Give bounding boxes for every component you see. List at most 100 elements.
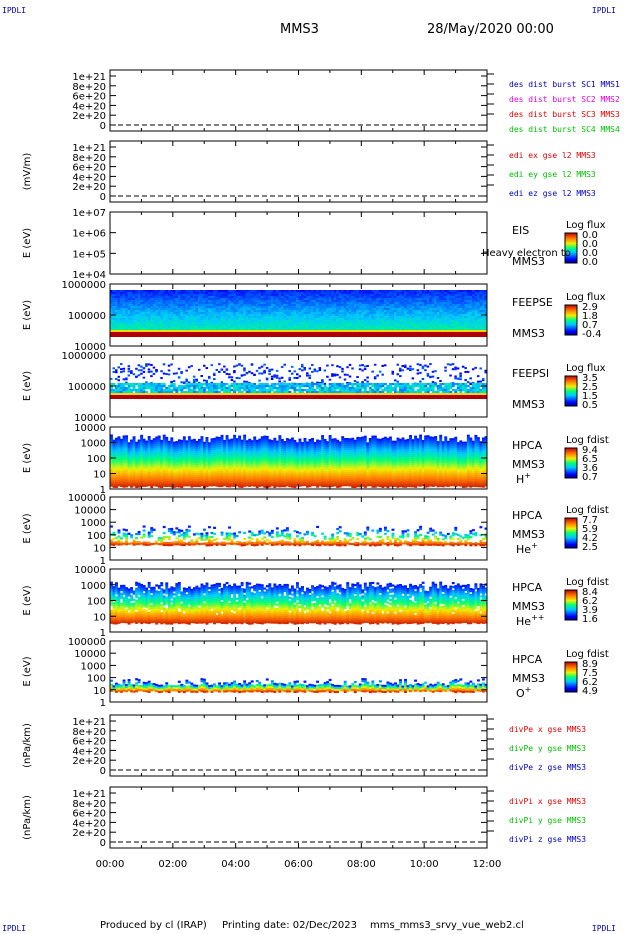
colorbar (564, 589, 578, 621)
y-tick-label: 8e+20 (72, 727, 106, 738)
colorbar (564, 304, 578, 336)
legend-entry: edi ex gse l2 MMS3 (509, 151, 596, 160)
y-tick-label: 6e+20 (72, 809, 106, 820)
colorbar-tick-label: 8.4 (582, 587, 598, 598)
panel-frame (109, 714, 488, 777)
colorbar (564, 517, 578, 549)
heatmap-p6 (110, 434, 488, 489)
y-tick-label: 10000 (74, 413, 106, 424)
x-tick-label: 06:00 (284, 859, 313, 870)
legend-entry: edi ey gse l2 MMS3 (509, 170, 596, 179)
colorbar-title: Log fdist (566, 577, 609, 588)
panel-p5: 1000000 100000 10000 E (eV) FEEPSI MMS3 Log fl… (22, 351, 606, 424)
colorbar-tick-label: 3.9 (582, 605, 598, 616)
species-name: O (516, 687, 525, 700)
colorbar-title: Log fdist (566, 649, 609, 660)
corner-label-bottom-right: IPDLI (591, 924, 616, 933)
colorbar-tick-label: 6.2 (582, 596, 598, 607)
colorbar-title: Log flux (566, 292, 606, 303)
y-tick-label: 0 (100, 192, 106, 203)
spacecraft-label: MMS3 (512, 327, 545, 340)
y-tick-label: 10 (93, 686, 106, 697)
panel-p4: 1000000 100000 10000 E (eV) FEEPSE MMS3 Log fl… (22, 280, 606, 353)
species-charge: ++ (531, 613, 544, 622)
x-tick-label: 02:00 (158, 859, 187, 870)
species-label: H+ (516, 471, 531, 486)
species-charge: + (524, 471, 531, 480)
legend-entry: edi ez gse l2 MMS3 (509, 189, 596, 198)
legend-entry: divPe x gse MMS3 (509, 725, 586, 734)
colorbar-tick-label: 2.5 (582, 542, 598, 553)
y-axis-label: (nPa/km) (22, 795, 33, 840)
y-tick-label: 100000 (68, 311, 106, 322)
x-tick-label: 08:00 (347, 859, 376, 870)
species-name: He (516, 543, 531, 556)
y-tick-label: 1 (100, 485, 106, 496)
y-tick-label: 1e+05 (72, 249, 106, 260)
instrument-label: HPCA (512, 439, 543, 452)
instrument-label: FEEPSI (512, 367, 549, 380)
y-tick-label: 1000 (81, 439, 106, 450)
y-tick-label: 10000 (74, 342, 106, 353)
y-tick-label: 1e+21 (72, 789, 106, 800)
y-tick-label: 100000 (68, 382, 106, 393)
y-axis-label: E (eV) (22, 513, 33, 543)
colorbar-tick-label: -0.4 (582, 329, 602, 340)
y-tick-label: 100000 (68, 637, 106, 648)
y-tick-label: 1e+21 (72, 143, 106, 154)
colorbar-tick-label: 0.0 (582, 239, 598, 250)
species-label: He+ (516, 541, 538, 556)
header-date: 28/May/2020 00:00 (427, 22, 554, 37)
y-axis-label: (mV/m) (22, 153, 33, 191)
heatmap-p4 (110, 290, 488, 337)
colorbar-tick-label: 0.7 (582, 472, 598, 483)
y-tick-label: 1000 (81, 661, 106, 672)
y-tick-label: 8e+20 (72, 153, 106, 164)
colorbar-tick-label: 9.4 (582, 445, 598, 456)
panel-p3: 1e+07 1e+06 1e+05 1e+04 E (eV) EIS MMS3 Log flu… (22, 208, 606, 281)
y-tick-label: 4e+20 (72, 818, 106, 829)
colorbar-tick-label: 0.0 (582, 257, 598, 268)
y-tick-label: 1 (100, 628, 106, 639)
y-axis-label: E (eV) (22, 300, 33, 330)
species-label: O+ (516, 685, 531, 700)
colorbar-tick-label: 4.9 (582, 686, 598, 697)
colorbar-tick-label: 7.7 (582, 515, 598, 526)
y-tick-label: 10 (93, 543, 106, 554)
y-tick-label: 1e+04 (72, 270, 106, 281)
colorbar-tick-label: 7.5 (582, 668, 598, 679)
heatmap-p5 (110, 363, 488, 399)
colorbar-title: Log fdist (566, 435, 609, 446)
colorbar-tick-label: 3.6 (582, 463, 598, 474)
panel-frame (109, 786, 488, 849)
colorbar-tick-label: 1.8 (582, 311, 598, 322)
colorbar-tick-label: 3.5 (582, 373, 598, 384)
heatmap-p8 (110, 581, 488, 625)
heatmap-p7 (110, 525, 488, 547)
x-tick-label: 00:00 (96, 859, 125, 870)
colorbar (564, 375, 578, 407)
species-label: He++ (516, 613, 544, 628)
spacecraft-label: MMS3 (512, 398, 545, 411)
y-tick-label: 2e+20 (72, 828, 106, 839)
legend-entry: divPe z gse MMS3 (509, 763, 586, 772)
species-name: He (516, 615, 531, 628)
y-tick-label: 0 (100, 121, 106, 132)
corner-label-right: IPDLI (591, 6, 616, 15)
x-tick-label: 04:00 (221, 859, 250, 870)
y-tick-label: 100 (87, 597, 106, 608)
y-tick-label: 10000 (74, 565, 106, 576)
y-axis-label: E (eV) (22, 443, 33, 473)
y-tick-label: 100 (87, 674, 106, 685)
y-tick-label: 10 (93, 470, 106, 481)
colorbar-tick-label: 0.0 (582, 230, 598, 241)
y-tick-label: 100 (87, 531, 106, 542)
y-tick-label: 1 (100, 698, 106, 709)
colorbar-tick-label: 1.5 (582, 391, 598, 402)
